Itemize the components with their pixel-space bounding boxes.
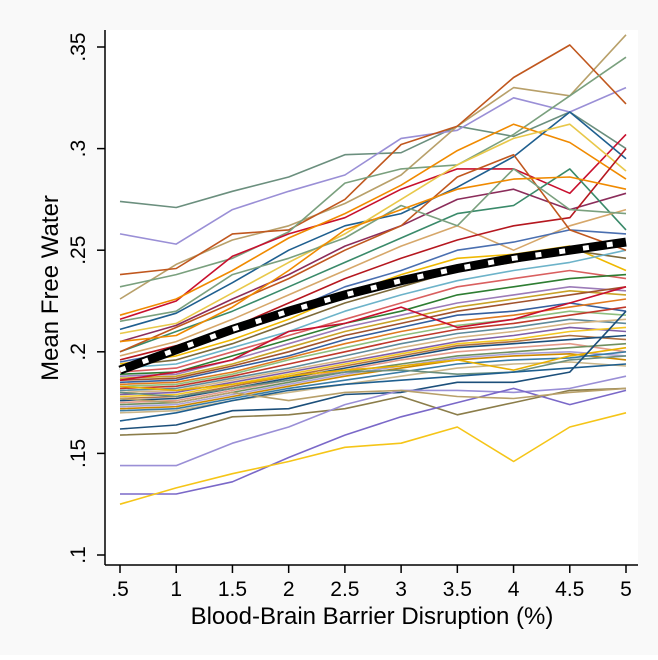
series-line-18 <box>119 269 627 373</box>
series-line-47 <box>119 412 627 505</box>
series-line-20 <box>119 286 627 377</box>
series-line-3 <box>119 34 627 300</box>
series-line-25 <box>119 310 627 388</box>
series-line-37 <box>119 351 627 412</box>
series-line-2 <box>119 86 627 245</box>
x-tick-label: 3.5 <box>443 578 472 601</box>
mean-layer <box>118 237 627 375</box>
series-line-17 <box>119 249 627 369</box>
x-tick-label: 1.5 <box>218 578 247 601</box>
y-tick-label: .2 <box>67 343 90 361</box>
y-tick-label: .3 <box>67 140 90 158</box>
series-line-28 <box>119 318 627 394</box>
plot-area <box>105 30 638 565</box>
x-tick-label: 2 <box>283 578 295 601</box>
series-line-49 <box>119 153 627 353</box>
series-line-41 <box>119 286 627 381</box>
series-line-42 <box>119 363 627 422</box>
series-layer <box>119 34 627 505</box>
series-line-27 <box>119 318 627 392</box>
series-line-10 <box>119 188 627 343</box>
y-tick-label: .15 <box>67 439 90 468</box>
series-line-35 <box>119 351 627 408</box>
series-line-33 <box>119 342 627 404</box>
x-tick-label: .5 <box>111 578 129 601</box>
series-line-21 <box>119 290 627 379</box>
y-tick-label: .35 <box>67 32 90 61</box>
x-axis-title: Blood-Brain Barrier Disruption (%) <box>191 603 554 630</box>
series-line-12 <box>119 208 627 357</box>
series-line-51 <box>119 176 627 343</box>
mean-line-dash <box>119 239 627 373</box>
y-axis-title: Mean Free Water <box>37 195 64 381</box>
series-line-46 <box>120 387 627 495</box>
y-tick-label: .25 <box>67 236 90 265</box>
series-line-50 <box>119 168 627 323</box>
series-line-31 <box>119 334 627 400</box>
series-line-5 <box>119 56 627 288</box>
series-line-6 <box>119 133 627 321</box>
series-line-23 <box>119 302 627 384</box>
series-line-22 <box>119 286 627 381</box>
x-tick-label: 4 <box>508 578 520 601</box>
series-line-39 <box>119 355 627 398</box>
x-tick-label: 2.5 <box>330 578 359 601</box>
series-line-36 <box>119 353 627 410</box>
series-line-32 <box>119 334 627 402</box>
series-line-48 <box>119 387 627 404</box>
y-tick-label: .1 <box>67 546 90 564</box>
x-ticks: .5 1 1.5 2 2.5 3 3.5 4 4.5 5 <box>111 565 632 601</box>
series-line-30 <box>119 326 627 398</box>
series-line-19 <box>119 273 627 375</box>
series-line-1 <box>119 111 627 209</box>
x-tick-label: 1 <box>170 578 182 601</box>
y-ticks: .1 .15 .2 .25 .3 .35 <box>67 32 105 564</box>
x-tick-label: 3 <box>395 578 407 601</box>
series-line-4 <box>119 44 627 276</box>
series-line-26 <box>119 306 627 390</box>
series-line-40 <box>119 346 627 392</box>
series-line-45 <box>120 375 627 467</box>
series-line-43 <box>119 310 627 430</box>
x-tick-label: 5 <box>620 578 632 601</box>
x-tick-label: 4.5 <box>555 578 584 601</box>
series-line-9 <box>119 123 627 335</box>
